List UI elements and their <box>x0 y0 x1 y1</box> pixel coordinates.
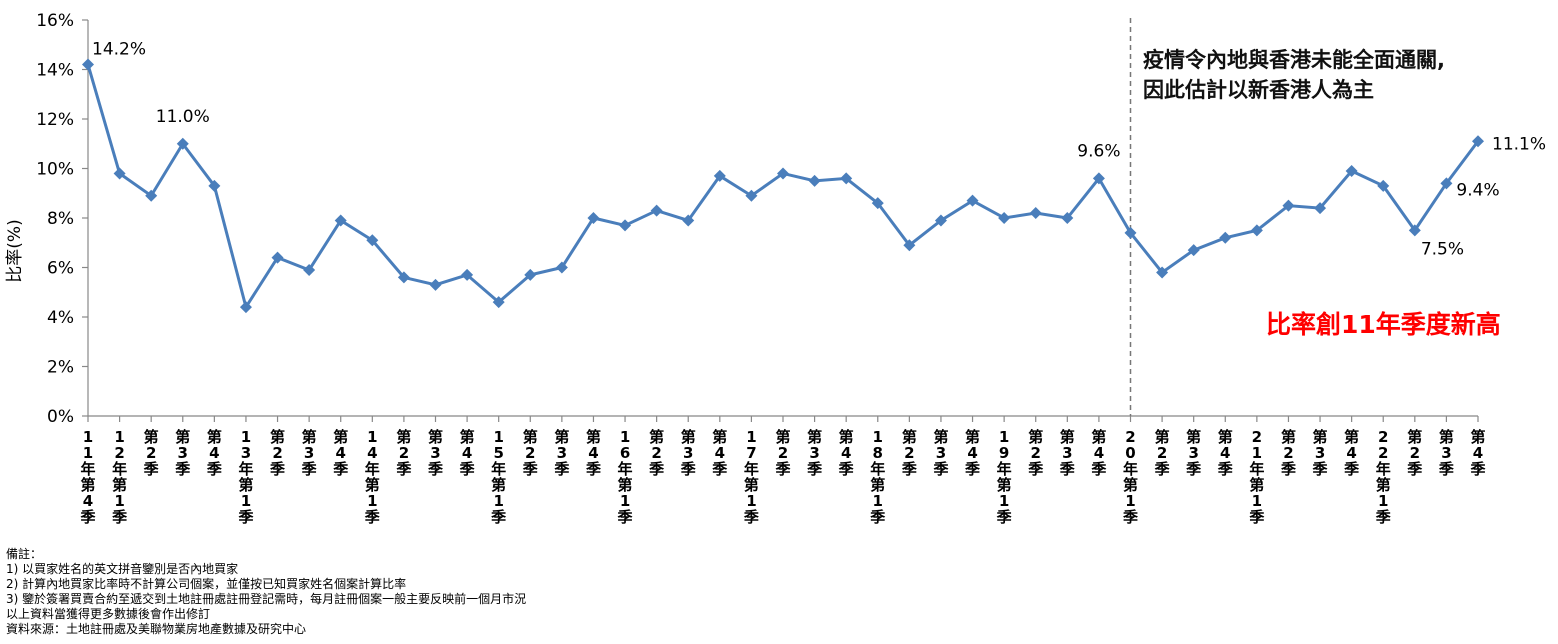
x-tick-label: 1 5 年第 1 季 <box>491 428 506 526</box>
y-axis-ticks: 0% 2% 4% 6% 8% 10% 12% 14% 16% <box>36 11 88 427</box>
data-label: 11.0% <box>156 107 210 127</box>
footnote-line: 1) 以買家姓名的英文拼音鑒別是否內地買家 <box>6 562 906 577</box>
footnote-line: 3) 鑒於簽署買賣合約至遞交到土地註冊處註冊登記需時，每月註冊個案一般主要反映前… <box>6 592 906 607</box>
x-tick-label: 第3季 <box>1060 428 1075 478</box>
data-point <box>998 212 1010 224</box>
data-point <box>651 205 663 217</box>
x-tick-label: 2 0 年第 1 季 <box>1123 428 1138 526</box>
data-point <box>809 175 821 187</box>
y-tick-label: 10% <box>36 160 74 180</box>
line-chart: 0% 2% 4% 6% 8% 10% 12% 14% 16% 1 1 年第 4 季 1 2 年第 1 季 第 2 季 第 3… <box>0 0 1558 545</box>
data-label: 7.5% <box>1421 239 1464 259</box>
data-label: 9.4% <box>1456 180 1499 200</box>
y-tick-label: 6% <box>47 259 74 279</box>
annotation-note-line2: 因此估計以新香港人為主 <box>1143 78 1374 102</box>
data-point <box>619 219 631 231</box>
data-point <box>82 59 94 71</box>
annotation-note-line1: 疫情令內地與香港未能全面通關, <box>1143 48 1445 72</box>
x-tick-label: 1 2 年第 1 季 <box>112 428 127 526</box>
data-point <box>1030 207 1042 219</box>
data-point <box>1219 232 1231 244</box>
x-tick-label: 1 1 年第 4 季 <box>80 428 95 526</box>
x-tick-label: 1 9 年第 1 季 <box>997 428 1012 526</box>
x-tick-label: 2 2 年第 1 季 <box>1376 428 1391 526</box>
y-tick-label: 4% <box>47 308 74 328</box>
x-tick-label: 1 7 年第 1 季 <box>744 428 759 526</box>
x-tick-label: 1 3 年第 1 季 <box>238 428 253 526</box>
y-tick-label: 16% <box>36 11 74 31</box>
x-tick-label: 1 6 年第 1 季 <box>618 428 633 526</box>
y-axis-label: 比率(%) <box>5 219 25 282</box>
footnote-line: 以上資料當獲得更多數據後會作出修訂 <box>6 607 906 622</box>
y-tick-label: 0% <box>47 407 74 427</box>
x-tick-label: 1 8 年第 1 季 <box>870 428 885 526</box>
y-tick-label: 14% <box>36 61 74 81</box>
data-label: 11.1% <box>1492 134 1546 154</box>
annotation-highlight: 比率創11年季度新高 <box>1266 310 1501 339</box>
x-axis-ticks: 1 1 年第 4 季 1 2 年第 1 季 第 2 季 第 3 季 第 4 季 1 3 年第 1 季 第 2 季 第 3 季 第 4 季 1 4 年第… <box>80 416 1485 526</box>
y-tick-label: 12% <box>36 110 74 130</box>
data-labels: 14.2% 11.0% 9.6% 7.5% 9.4% 11.1% <box>92 40 1546 260</box>
y-tick-label: 2% <box>47 358 74 378</box>
source-line: 資料來源：土地註冊處及美聯物業房地產數據及研究中心 <box>6 622 906 637</box>
footnote-heading: 備註： <box>6 547 906 562</box>
footnote-line: 2) 計算內地買家比率時不計算公司個案，並僅按已知買家姓名個案計算比率 <box>6 577 906 592</box>
data-label: 14.2% <box>92 40 146 60</box>
x-tick-label: 第4季 <box>460 428 475 478</box>
footnotes: 備註： 1) 以買家姓名的英文拼音鑒別是否內地買家 2) 計算內地買家比率時不計… <box>6 547 906 637</box>
x-tick-label: 第2季 <box>396 428 411 478</box>
x-tick-label: 第3季 <box>428 428 443 478</box>
data-label: 9.6% <box>1077 141 1120 161</box>
x-tick-label: 1 4 年第 1 季 <box>365 428 380 526</box>
data-point <box>430 279 442 291</box>
x-tick-label: 2 1 年第 1 季 <box>1249 428 1264 526</box>
y-tick-label: 8% <box>47 209 74 229</box>
